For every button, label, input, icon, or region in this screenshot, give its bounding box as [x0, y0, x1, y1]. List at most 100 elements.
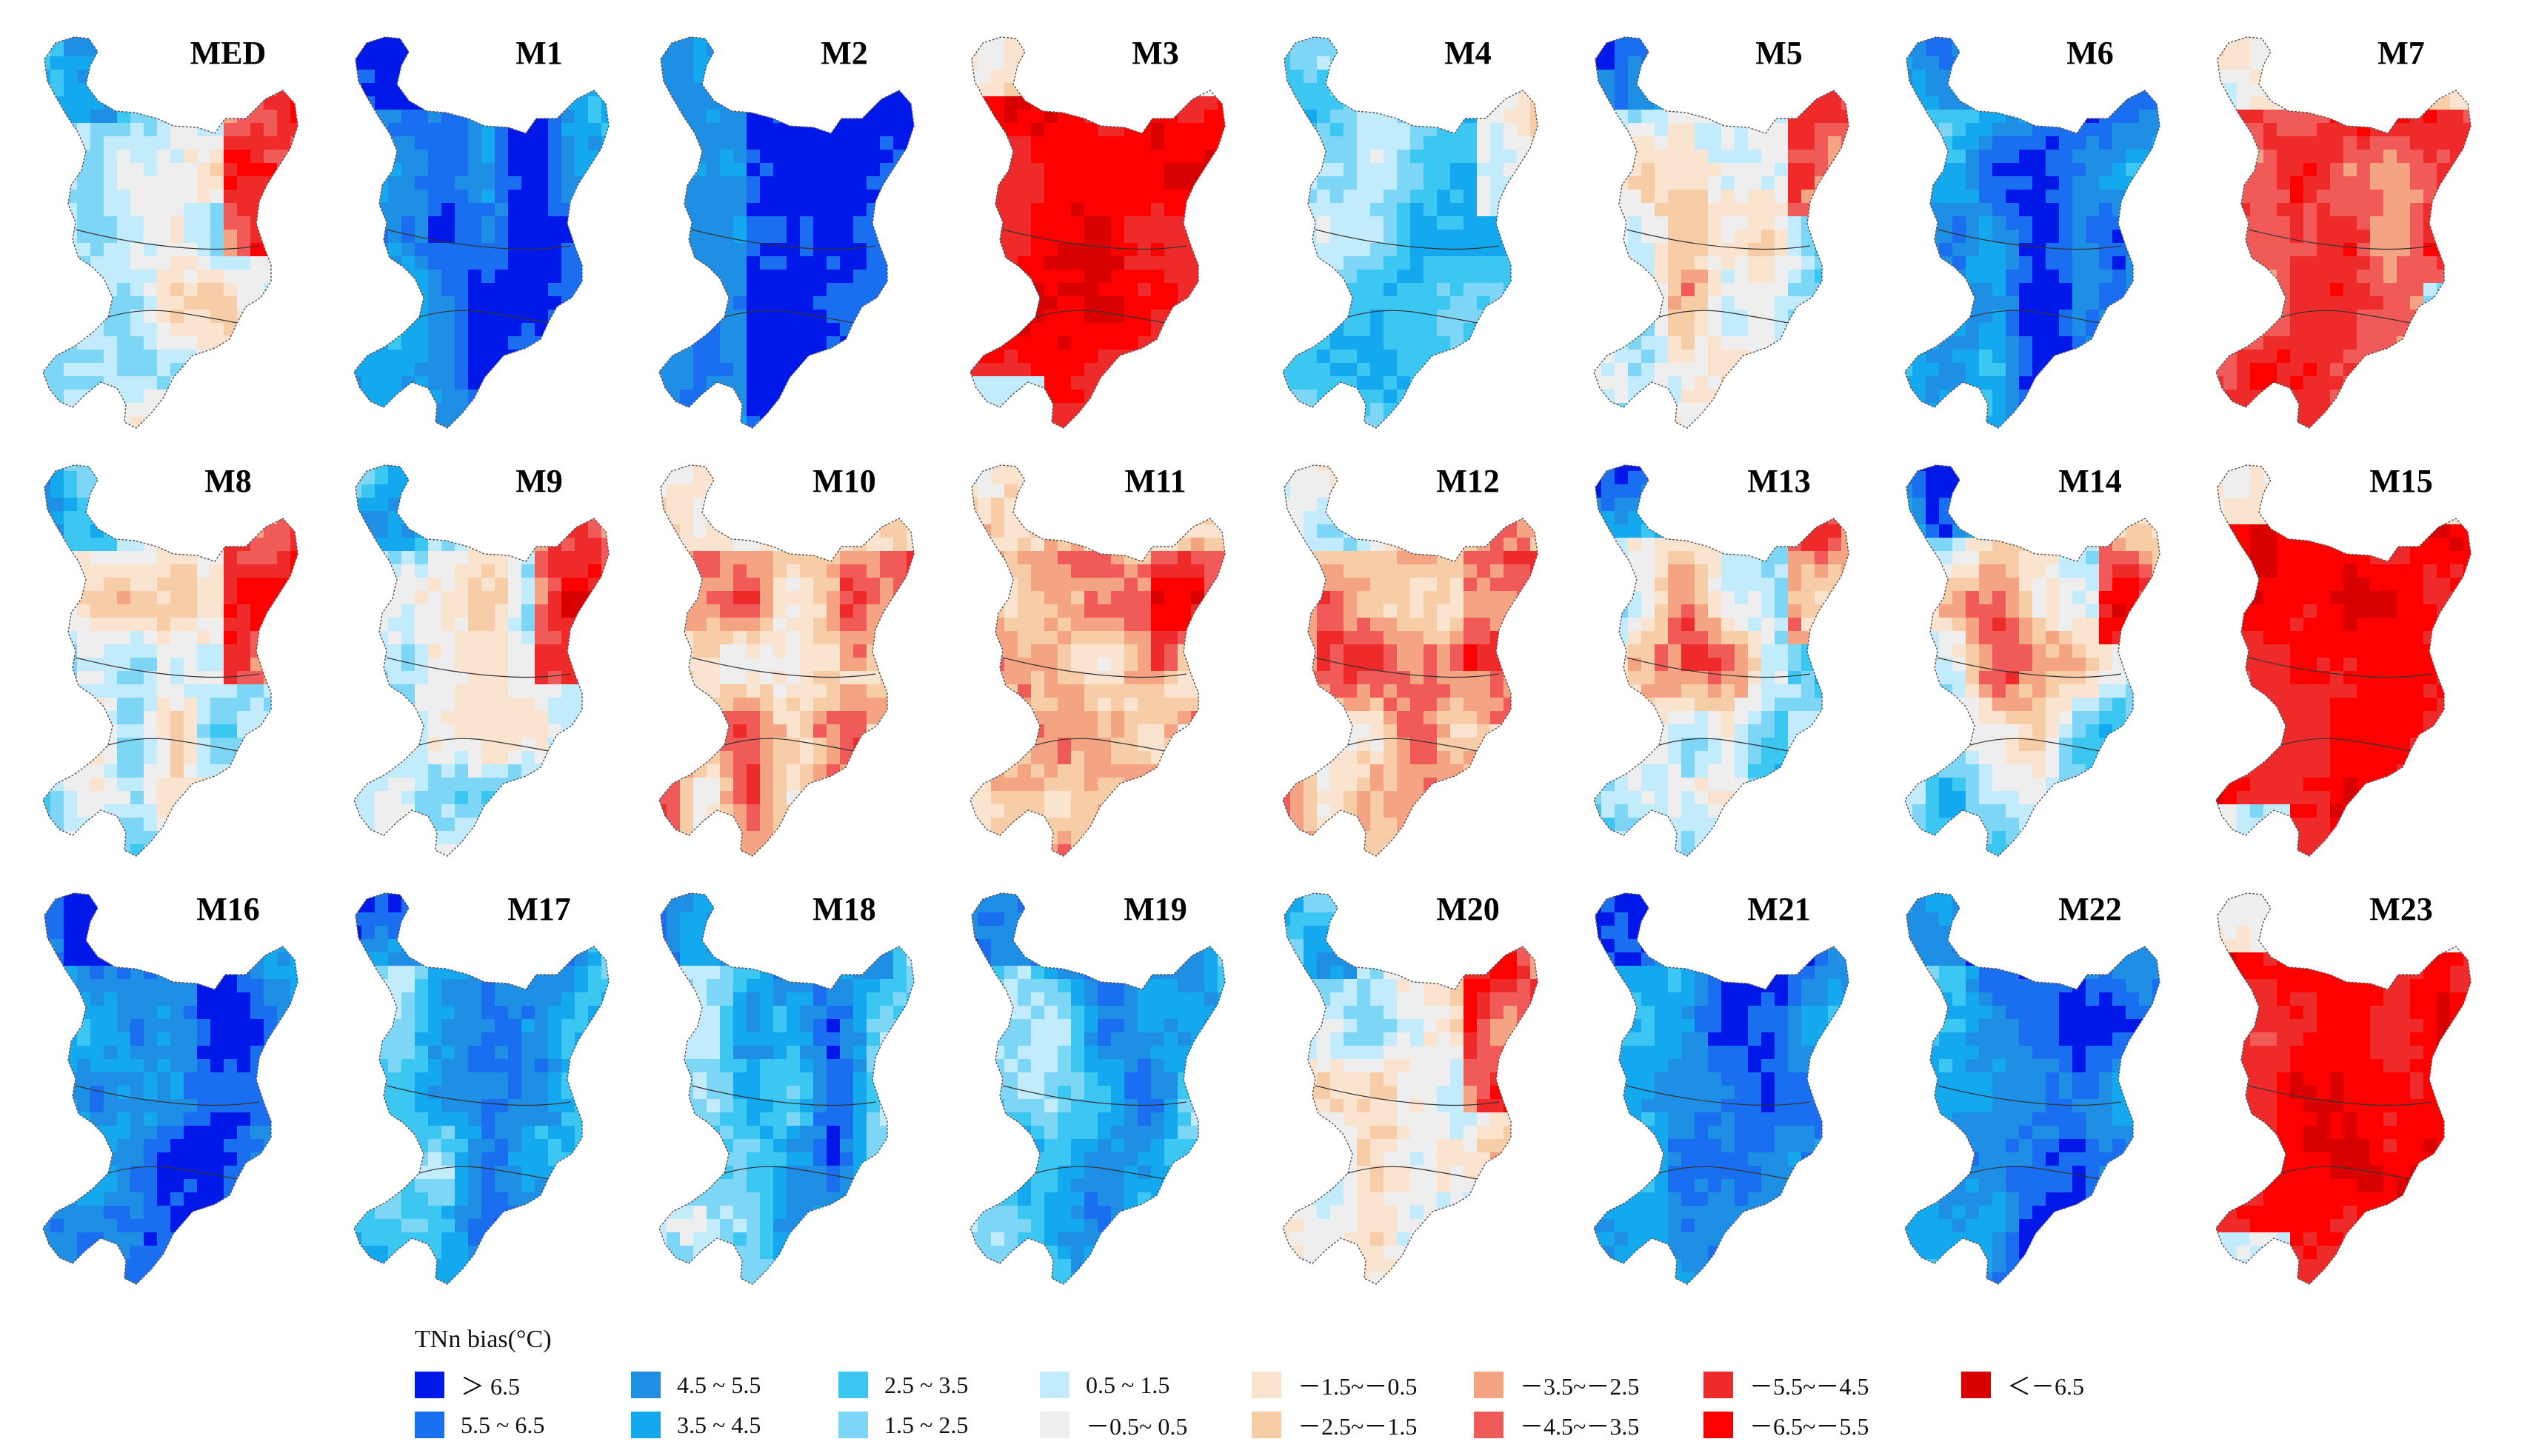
province-border: [1030, 1166, 1165, 1180]
region-outline: [970, 892, 1226, 1285]
map-panel-m4: M4: [1255, 7, 1566, 437]
region-outline: [1593, 892, 1849, 1285]
province-border: [386, 1085, 571, 1106]
map-panel-m5: M5: [1566, 7, 1877, 437]
region-outline: [1282, 36, 1538, 429]
map-title: M13: [1747, 463, 1811, 499]
legend-item: －5.5~－4.5: [1703, 1370, 1869, 1400]
bias-map: [2215, 464, 2472, 857]
legend-label: ＞ 6.5: [461, 1373, 521, 1400]
province-border: [1965, 738, 2100, 752]
map-panel-m10: M10: [631, 435, 942, 865]
map-title: M1: [515, 35, 563, 71]
map-title: M23: [2369, 891, 2433, 927]
province-border: [1315, 1085, 1500, 1106]
province-border: [2248, 229, 2433, 250]
legend-swatch: [631, 1372, 661, 1398]
map-panel-m21: M21: [1566, 864, 1877, 1293]
province-border: [2248, 1085, 2433, 1106]
region-outline: [1282, 464, 1538, 857]
map-panel-m11: M11: [942, 435, 1253, 865]
province-border: [103, 738, 238, 752]
map-panel-m9: M9: [326, 435, 637, 865]
map-title: M4: [1444, 35, 1492, 71]
legend-swatch: [1474, 1412, 1504, 1438]
region-outline: [353, 892, 610, 1285]
province-border: [2276, 1166, 2411, 1180]
map-panel-m1: M1: [326, 7, 637, 437]
province-border: [1315, 229, 1500, 250]
bias-map: [353, 892, 610, 1285]
province-border: [1002, 229, 1187, 250]
legend-swatch: [1474, 1372, 1504, 1398]
bias-cells: [1283, 893, 1538, 1284]
legend-item: 1.5 ~ 2.5: [838, 1410, 968, 1440]
map-panel-m22: M22: [1877, 864, 2188, 1293]
bias-cells: [354, 37, 609, 428]
region-outline: [2215, 36, 2472, 429]
bias-map: [1282, 464, 1538, 857]
legend-label: －2.5~－1.5: [1298, 1413, 1418, 1440]
province-border: [1343, 310, 1478, 324]
legend-swatch: [1703, 1372, 1733, 1398]
legend-label: －0.5~ 0.5: [1086, 1413, 1188, 1440]
province-border: [1626, 229, 1811, 250]
map-panel-m23: M23: [2188, 864, 2499, 1293]
map-panel-m20: M20: [1255, 864, 1566, 1293]
map-panel-m6: M6: [1877, 7, 2188, 437]
bias-cells: [1594, 893, 1849, 1284]
legend-item: －0.5~ 0.5: [1040, 1410, 1187, 1440]
province-border: [1626, 1085, 1811, 1106]
province-border: [103, 1166, 238, 1180]
region-outline: [970, 36, 1226, 429]
bias-map: [658, 36, 915, 429]
legend-label: 2.5 ~ 3.5: [884, 1371, 969, 1398]
province-border: [1343, 1166, 1478, 1180]
legend-swatch: [1040, 1372, 1069, 1398]
legend-swatch: [838, 1372, 868, 1398]
bias-map: [1282, 36, 1538, 429]
map-panel-m19: M19: [942, 864, 1253, 1293]
province-border: [2248, 657, 2433, 678]
province-border: [386, 657, 571, 678]
map-title: M6: [2066, 35, 2114, 71]
legend-item: －1.5~－0.5: [1252, 1370, 1417, 1400]
province-border: [1937, 657, 2122, 678]
province-border: [691, 657, 876, 678]
legend-item: －3.5~－2.5: [1474, 1370, 1639, 1400]
map-panel-m12: M12: [1255, 435, 1566, 865]
bias-cells: [1905, 465, 2160, 856]
bias-map: [42, 892, 298, 1285]
map-title: M9: [515, 463, 563, 499]
map-title: M22: [2058, 891, 2122, 927]
map-panel-m18: M18: [631, 864, 942, 1293]
map-title: M10: [812, 463, 876, 499]
map-panel-med: MED: [15, 7, 326, 437]
map-panel-m15: M15: [2188, 435, 2499, 865]
bias-map: [42, 464, 298, 857]
bias-map: [1904, 464, 2160, 857]
bias-cells: [2216, 893, 2471, 1284]
map-title: M7: [2377, 35, 2425, 71]
region-outline: [353, 464, 610, 857]
region-outline: [970, 464, 1226, 857]
legend-item: 4.5 ~ 5.5: [631, 1370, 761, 1400]
legend-swatch: [838, 1412, 868, 1438]
map-panel-m2: M2: [631, 7, 942, 437]
region-outline: [42, 464, 298, 857]
bias-map: [1904, 892, 2160, 1285]
legend-swatch: [1961, 1372, 1991, 1398]
legend-swatch: [415, 1372, 444, 1398]
map-panel-m13: M13: [1566, 435, 1877, 865]
province-border: [2276, 310, 2411, 324]
legend-label: ＜－6.5: [2007, 1373, 2085, 1400]
province-border: [691, 229, 876, 250]
region-outline: [2215, 892, 2472, 1285]
legend: TNn bias(°C) ＞ 6.5 5.5 ~ 6.5 4.5 ~ 5.5 3.5 …: [0, 1326, 2533, 1456]
bias-map: [970, 36, 1226, 429]
map-title: MED: [190, 35, 267, 71]
legend-label: －1.5~－0.5: [1298, 1373, 1418, 1400]
region-outline: [1904, 464, 2160, 857]
bias-cells: [970, 893, 1225, 1284]
region-outline: [42, 892, 298, 1285]
